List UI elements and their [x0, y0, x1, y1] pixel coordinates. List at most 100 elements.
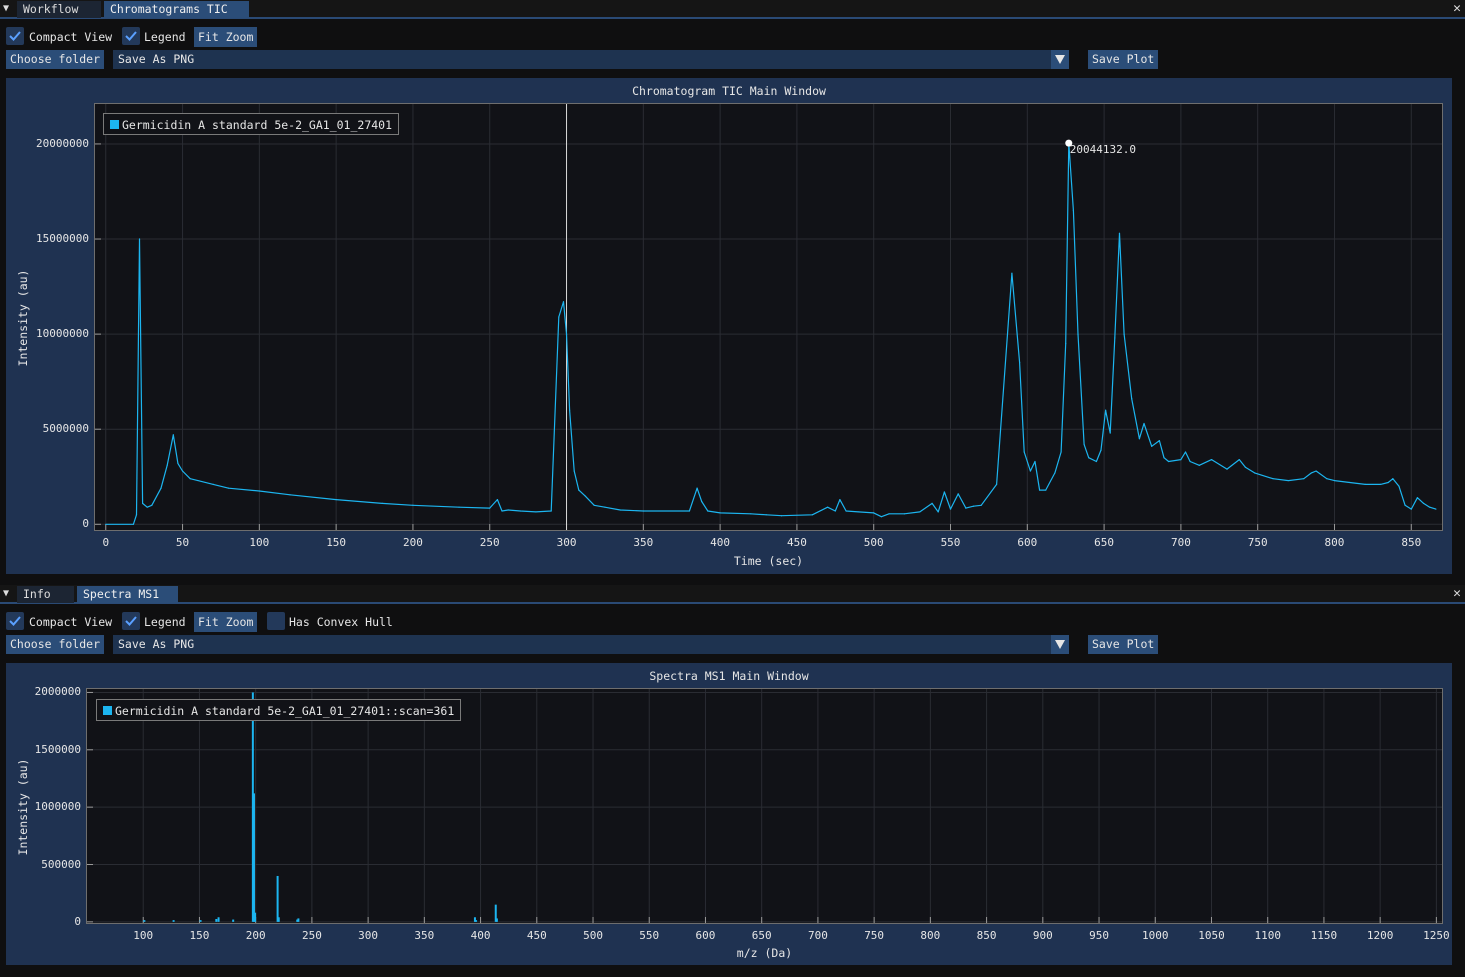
data-point	[412, 504, 414, 506]
data-point	[839, 498, 841, 501]
data-point	[719, 512, 721, 514]
legend-checkbox[interactable]	[122, 612, 140, 630]
x-tick-label: 850	[976, 929, 997, 942]
x-tick-label: 300	[358, 929, 379, 942]
x-tick-label: 350	[414, 929, 435, 942]
check-icon	[9, 616, 21, 626]
data-point	[1189, 460, 1191, 463]
legend-box[interactable]: Germicidin A standard 5e-2_GA1_01_27401	[103, 113, 400, 135]
x-tick-label: 550	[639, 929, 660, 942]
data-point	[568, 409, 571, 411]
data-point	[845, 510, 847, 512]
data-point	[811, 514, 813, 516]
data-point	[1019, 362, 1021, 364]
check-icon	[9, 31, 21, 41]
spectrum-peak-bar	[277, 917, 280, 922]
fit-zoom-button[interactable]: Fit Zoom	[194, 27, 258, 47]
legend-swatch	[110, 120, 119, 129]
y-tick-label: 1000000	[34, 800, 81, 814]
data-point	[707, 510, 709, 512]
data-point	[995, 483, 998, 485]
data-point	[980, 504, 982, 506]
data-point	[696, 487, 698, 489]
data-point	[688, 510, 691, 512]
data-point	[1315, 470, 1317, 472]
x-tick-label: 0	[102, 536, 110, 549]
spectrum-peak-bar	[475, 920, 478, 922]
save-format-select[interactable]: Save As PNG	[113, 635, 1069, 654]
check-icon	[125, 616, 137, 626]
close-icon[interactable]: ✕	[1453, 1, 1461, 16]
save-format-select[interactable]: Save As PNG	[113, 50, 1069, 69]
legend-checkbox[interactable]	[122, 27, 140, 45]
collapse-icon[interactable]: ▼	[3, 588, 10, 599]
y-axis-label: Intensity (au)	[16, 758, 30, 856]
x-tick-label: 600	[695, 929, 716, 942]
data-point	[1404, 504, 1406, 506]
plot-title: Spectra MS1 Main Window	[649, 669, 809, 683]
x-tick-label: 1150	[1310, 929, 1338, 942]
fit-zoom-button[interactable]: Fit Zoom	[194, 612, 258, 632]
data-point	[584, 495, 586, 497]
data-point	[258, 490, 260, 492]
x-tick-label: 750	[1247, 536, 1268, 549]
data-point	[1416, 497, 1419, 499]
data-point	[1151, 445, 1153, 447]
tab-info[interactable]: Info	[17, 586, 74, 603]
y-tick-label: 5000000	[42, 422, 89, 436]
x-tick-label: 100	[133, 929, 154, 942]
x-tick-label: 1100	[1254, 929, 1281, 942]
close-icon[interactable]: ✕	[1453, 586, 1461, 601]
y-tick-label: 15000000	[36, 232, 89, 246]
dropdown-arrow-icon[interactable]	[1051, 50, 1069, 69]
x-tick-label: 650	[751, 929, 772, 942]
y-tick-label: 10000000	[36, 327, 89, 341]
data-point	[138, 238, 141, 240]
data-point	[780, 515, 783, 517]
collapse-icon[interactable]: ▼	[3, 3, 10, 14]
choose-folder-button[interactable]: Choose folder	[6, 50, 105, 69]
convex-hull-checkbox[interactable]	[267, 612, 285, 630]
compact-view-checkbox[interactable]	[6, 612, 24, 630]
bottom-options-row: Compact View Legend Fit Zoom Has Convex …	[0, 612, 1465, 632]
data-point	[1303, 478, 1305, 480]
spectrum-peak-bar	[473, 917, 476, 922]
choose-folder-button[interactable]: Choose folder	[6, 635, 105, 654]
data-point	[212, 483, 214, 485]
data-point	[381, 502, 383, 504]
x-tick-label: 250	[301, 929, 322, 942]
compact-view-label: Compact View	[29, 615, 113, 629]
save-plot-button[interactable]: Save Plot	[1088, 635, 1159, 654]
legend-box[interactable]: Germicidin A standard 5e-2_GA1_01_27401:…	[96, 699, 462, 721]
ms1-plot-area[interactable]: Germicidin A standard 5e-2_GA1_01_27401:…	[86, 688, 1443, 924]
data-point	[593, 504, 595, 506]
tab-spectra-ms1[interactable]: Spectra MS1	[77, 586, 178, 603]
data-point	[834, 510, 836, 512]
data-point	[135, 514, 138, 516]
data-point	[619, 509, 621, 511]
legend-label: Legend	[144, 30, 186, 44]
data-point	[1114, 337, 1116, 339]
data-point	[1045, 489, 1047, 491]
convex-hull-label: Has Convex Hull	[289, 615, 393, 629]
spectrum-peak-bar	[252, 793, 255, 922]
data-point	[1364, 483, 1366, 485]
legend-entry: Germicidin A standard 5e-2_GA1_01_27401:…	[115, 704, 455, 718]
save-plot-button[interactable]: Save Plot	[1088, 50, 1159, 69]
data-point	[1118, 232, 1121, 234]
save-format-value: Save As PNG	[118, 52, 195, 66]
tab-chromatograms-tic[interactable]: Chromatograms TIC	[104, 1, 249, 18]
x-tick-label: 700	[1170, 536, 1191, 549]
x-tick-label: 1250	[1423, 929, 1450, 942]
data-point	[604, 506, 606, 508]
compact-view-checkbox[interactable]	[6, 27, 24, 45]
x-tick-label: 650	[1094, 536, 1115, 549]
x-tick-label: 500	[863, 536, 884, 549]
data-point	[1435, 508, 1437, 510]
data-point	[1379, 483, 1382, 485]
x-tick-label: 200	[245, 929, 266, 942]
dropdown-arrow-icon[interactable]	[1051, 635, 1069, 654]
tab-workflow[interactable]: Workflow	[17, 1, 101, 18]
tic-plot-area[interactable]: 20044132.0 Germicidin A standard 5e-2_GA…	[94, 103, 1443, 531]
x-tick-label: 300	[556, 536, 577, 549]
